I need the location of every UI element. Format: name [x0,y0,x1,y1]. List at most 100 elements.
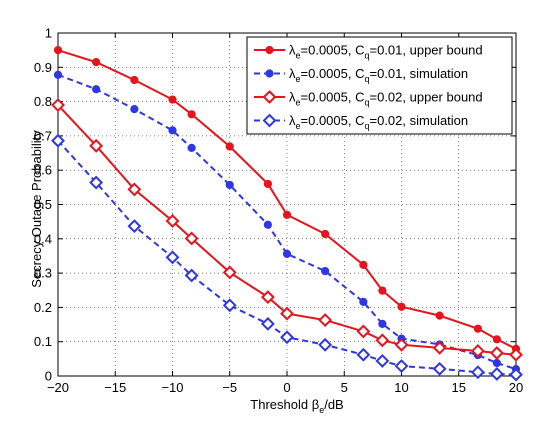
data-point [51,98,65,112]
data-point [130,105,139,114]
data-point [187,143,196,153]
data-point [263,220,272,229]
legend-entry-1: λe=0.0005, Cq=0.01, upper bound [254,43,483,61]
data-point [130,75,139,85]
y-tick-label: 0.6 [34,163,52,178]
legend-label: λe=0.0005, Cq=0.01, upper bound [289,43,483,61]
data-point [222,265,237,280]
data-point [356,324,371,339]
x-tick-label: 10 [394,380,408,395]
data-point [225,180,234,190]
data-point [282,249,292,258]
data-point [432,361,447,376]
data-point [321,266,330,276]
data-point [489,346,504,360]
legend-marker [262,113,277,128]
data-point [222,298,237,313]
data-point [280,306,294,321]
data-point [282,210,292,219]
series-layer [51,46,523,382]
y-tick-label: 1 [45,26,52,41]
data-point [375,333,390,348]
data-point [260,290,275,305]
series-3 [51,98,523,362]
legend-entry-4: λe=0.0005, Cq=0.02, simulation [254,113,468,131]
legend: λe=0.0005, Cq=0.01, upper bound λe=0.0005… [246,36,513,135]
data-point [92,58,101,67]
data-point [359,297,368,307]
data-point [263,179,272,189]
y-tick-label: 0.9 [34,60,52,75]
legend-label: λe=0.0005, Cq=0.01, simulation [289,66,468,84]
data-point [432,340,447,355]
data-point [280,330,294,345]
y-tick-label: 0.7 [34,128,52,143]
axis-ticks: −20 −15 −10 −5 0 5 10 15 20 0 0.1 0.2 0.3 0.4 0.5 0.6 0.… [34,26,523,396]
legend-label: λe=0.0005, Cq=0.02, upper bound [289,90,483,108]
data-point [89,138,104,153]
legend-label: λe=0.0005, Cq=0.02, simulation [289,113,468,131]
data-point [489,367,504,381]
y-tick-label: 0.1 [34,334,52,349]
y-tick-label: 0.8 [34,94,52,109]
series-4 [51,133,523,382]
data-point [470,365,485,380]
data-point [378,319,387,328]
data-point [435,311,444,320]
y-axis-label: Secrecy Outage Probability [29,130,44,288]
series-1 [53,46,521,354]
data-point [187,110,196,119]
x-tick-label: 5 [341,380,348,395]
data-point [473,324,482,333]
data-point [184,268,199,283]
legend-entry-3: λe=0.0005, Cq=0.02, upper bound [254,90,483,108]
series-line [57,104,517,356]
legend-marker [265,69,274,78]
x-tick-label: −10 [161,380,183,395]
y-tick-label: 0.3 [34,266,52,281]
data-point [509,347,523,362]
x-tick-label: −5 [222,380,237,395]
y-tick-label: 0 [45,369,52,384]
data-point [509,367,523,382]
data-point [318,313,333,328]
series-line [57,140,517,376]
legend-entry-2: λe=0.0005, Cq=0.01, simulation [254,66,468,84]
data-point [165,214,180,228]
data-point [492,358,501,368]
data-point [184,231,199,246]
data-point [492,335,501,344]
x-tick-label: −15 [104,380,126,395]
data-point [359,260,368,269]
series-line [57,49,517,350]
data-point [127,219,142,234]
series-line [57,73,517,371]
data-point [378,286,387,295]
data-point [397,302,406,311]
x-tick-label: 15 [452,380,466,395]
data-point [168,126,177,135]
data-point [168,95,177,104]
data-point [375,353,390,368]
data-point [260,316,275,331]
x-axis-label: Threshold βe/dB [250,397,343,415]
data-point [53,70,63,79]
data-point [356,347,371,362]
data-point [394,359,409,373]
y-tick-label: 0.5 [34,197,52,212]
data-point [225,142,234,151]
data-point [92,85,101,94]
legend-box [246,36,513,135]
x-tick-label: 0 [283,380,290,395]
data-point [470,344,485,358]
x-tick-label: 20 [509,380,523,395]
data-point [165,250,180,265]
data-point [89,175,104,190]
y-tick-label: 0.4 [34,231,52,246]
data-point [394,337,409,352]
legend-marker [265,45,274,55]
series-2 [53,70,521,374]
data-point [321,229,330,239]
data-point [127,182,142,197]
